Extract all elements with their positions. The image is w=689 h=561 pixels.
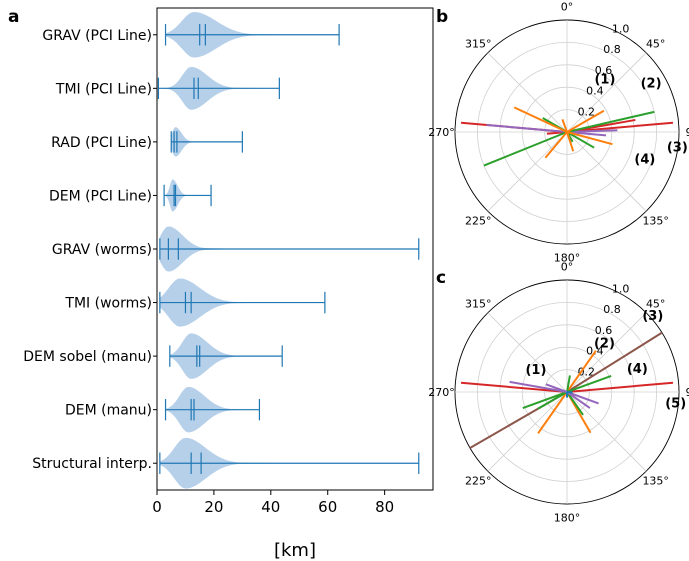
polar-r-tick-label: 0.2 <box>578 365 596 378</box>
rose-spoke <box>486 123 568 133</box>
rose-spoke <box>566 391 599 405</box>
category-label: GRAV (PCI Line) <box>42 28 152 44</box>
rose-spoke <box>566 391 591 409</box>
category-label: GRAV (worms) <box>52 242 152 258</box>
rose-annotation: (4) <box>627 362 648 377</box>
rose-annotation: (3) <box>667 140 688 155</box>
polar-grid-spoke <box>487 312 568 393</box>
polar-theta-tick-label: 135° <box>642 475 669 488</box>
polar-theta-tick-label: 270° <box>428 386 455 399</box>
rose-annotation: (1) <box>594 72 615 87</box>
x-axis-label: [km] <box>274 540 316 561</box>
category-labels: GRAV (PCI Line) TMI (PCI Line) RAD (PCI Li… <box>23 28 157 472</box>
polar-theta-tick-label: 90 <box>685 126 689 139</box>
x-tick-label: 20 <box>204 498 223 516</box>
polar-grid-spoke <box>566 131 647 212</box>
rose-spoke <box>566 391 584 416</box>
rose-spoke <box>566 129 618 133</box>
polar-grid-spoke <box>566 391 647 472</box>
rose-annotation: (4) <box>634 152 655 167</box>
violin-group <box>157 12 420 489</box>
rose-annotation: (5) <box>665 396 686 411</box>
rose-spoke <box>537 391 568 410</box>
polar-grid-spoke <box>566 312 647 393</box>
rose-spoke <box>566 131 575 152</box>
polar-theta-tick-label: 180° <box>554 511 581 524</box>
rose-annotation: (3) <box>642 309 663 324</box>
polar-r-tick-label: 0.2 <box>578 105 596 118</box>
rose-spoke <box>566 110 655 133</box>
polar-r-tick-label: 0.4 <box>586 85 604 98</box>
category-label: Structural interp. <box>32 456 152 472</box>
polar-r-tick-label: 1.0 <box>612 283 630 296</box>
polar-r-tick-label: 0.6 <box>595 64 613 77</box>
category-label: RAD (PCI Line) <box>51 135 152 151</box>
rose-annotation: (2) <box>641 76 662 91</box>
panel-label-c: c <box>436 268 446 288</box>
rose-spoke <box>509 380 568 393</box>
polar-theta-tick-label: 315° <box>465 297 492 310</box>
rose-spoke <box>566 131 613 146</box>
polar-theta-tick-label: 270° <box>428 126 455 139</box>
x-tick-label: 80 <box>375 498 394 516</box>
polar-r-tick-label: 0.8 <box>603 43 621 56</box>
rose-annotation: (1) <box>525 363 546 378</box>
rose-diagram-b: 0.2 0.4 0.6 0.8 1.0 0° 45° 90 135° 180° 225° 270° 31… <box>428 1 689 265</box>
rose-spoke <box>460 381 568 393</box>
polar-theta-tick-label: 0° <box>561 1 574 14</box>
rose-spoke <box>566 331 663 393</box>
polar-grid-spoke <box>487 131 568 212</box>
polar-r-tick-label: 0.8 <box>603 303 621 316</box>
polar-grid-spoke <box>566 52 647 133</box>
rose-spoke <box>537 391 568 434</box>
rose-spoke <box>483 131 568 167</box>
polar-r-tick-label: 0.6 <box>595 324 613 337</box>
rose-spoke <box>566 109 605 133</box>
category-label: DEM (manu) <box>65 403 152 419</box>
polar-grid-spoke <box>487 391 568 472</box>
polar-theta-tick-label: 45° <box>646 37 666 50</box>
polar-theta-tick-label: 0° <box>561 261 574 274</box>
panel-label-a: a <box>8 7 19 27</box>
polar-theta-tick-label: 45° <box>646 297 666 310</box>
rose-spoke <box>522 391 568 410</box>
rose-annotation: (2) <box>594 336 615 351</box>
rose-diagram-c: 0.20.40.60.81.00°45°90135°180°225°270°31… <box>428 261 689 525</box>
x-axis-ticks: 0 20 40 60 80 <box>152 490 394 516</box>
rose-spoke <box>513 106 568 133</box>
x-tick-label: 0 <box>152 498 162 516</box>
rose-spoke <box>566 131 595 149</box>
rose-spoke <box>566 350 597 393</box>
rose-spoke <box>566 375 571 393</box>
polar-theta-tick-label: 225° <box>465 475 492 488</box>
violin-plot-panel: GRAV (PCI Line) TMI (PCI Line) RAD (PCI Li… <box>23 7 434 561</box>
polar-theta-tick-label: 225° <box>465 215 492 228</box>
polar-r-tick-label: 1.0 <box>612 23 630 36</box>
category-label: TMI (PCI Line) <box>55 81 152 97</box>
rose-spoke <box>561 119 568 133</box>
polar-theta-tick-label: 90 <box>685 386 689 399</box>
category-label: DEM (PCI Line) <box>49 188 152 204</box>
x-tick-label: 60 <box>318 498 337 516</box>
panel-label-b: b <box>436 7 448 27</box>
category-label: TMI (worms) <box>64 296 152 312</box>
rose-spoke <box>544 131 568 159</box>
rose-spoke <box>545 383 568 393</box>
category-label: DEM sobel (manu) <box>23 349 152 365</box>
rose-spoke <box>566 131 607 137</box>
polar-theta-tick-label: 135° <box>642 215 669 228</box>
polar-theta-tick-label: 315° <box>465 37 492 50</box>
x-tick-label: 40 <box>261 498 280 516</box>
polar-grid-spoke <box>487 52 568 133</box>
polar-theta-tick-label: 180° <box>554 251 581 264</box>
rose-spoke <box>566 374 612 393</box>
rose-spoke <box>566 381 674 393</box>
